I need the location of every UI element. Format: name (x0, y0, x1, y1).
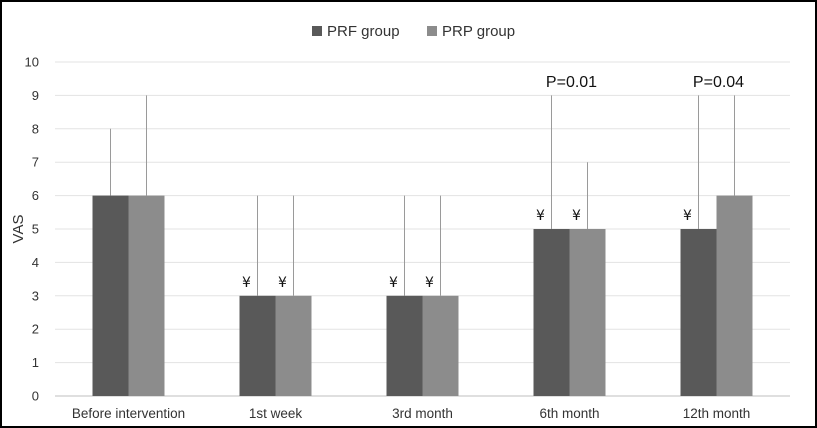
bar-prf (680, 229, 717, 396)
bar-prp (569, 229, 606, 396)
y-tick-label: 8 (32, 121, 39, 136)
bars (92, 195, 753, 396)
y-axis-label: VAS (10, 215, 27, 244)
legend-swatch-prp (427, 26, 437, 36)
legend-label: PRP group (442, 23, 515, 40)
p-value-annotation: P=0.04 (693, 74, 744, 91)
y-tick-label: 6 (32, 188, 39, 203)
p-value-annotation: P=0.01 (546, 74, 597, 91)
y-tick-label: 5 (32, 222, 39, 237)
bar-prf (92, 195, 129, 396)
significance-marker: ¥ (572, 208, 581, 224)
x-axis-categories: Before intervention 1st week 3rd month 6th … (72, 406, 750, 421)
legend: PRF group PRP group (312, 23, 515, 40)
x-category-label: 1st week (249, 406, 303, 421)
y-tick-label: 1 (32, 355, 39, 370)
y-tick-label: 9 (32, 88, 39, 103)
significance-marker: ¥ (683, 208, 692, 224)
bar-prf (239, 295, 276, 396)
error-bars (110, 95, 735, 296)
y-tick-label: 7 (32, 155, 39, 170)
bar-prp (128, 195, 165, 396)
legend-label: PRF group (327, 23, 400, 40)
y-axis-ticks: 0 1 2 3 4 5 6 7 8 9 10 (25, 55, 39, 404)
y-tick-label: 3 (32, 288, 39, 303)
bar-prp (422, 295, 459, 396)
bar-prf (386, 295, 423, 396)
y-tick-label: 2 (32, 322, 39, 337)
y-tick-label: 10 (25, 55, 39, 70)
significance-marker: ¥ (389, 275, 398, 291)
x-category-label: Before intervention (72, 406, 185, 421)
x-category-label: 6th month (539, 406, 599, 421)
significance-marker: ¥ (536, 208, 545, 224)
significance-marker: ¥ (242, 275, 251, 291)
bar-prp (275, 295, 312, 396)
x-category-label: 12th month (683, 406, 751, 421)
gridlines (55, 61, 790, 397)
significance-marker: ¥ (278, 275, 287, 291)
significance-marker: ¥ (425, 275, 434, 291)
significance-markers: ¥ ¥ ¥ ¥ ¥ ¥ ¥ (242, 208, 692, 291)
y-tick-label: 4 (32, 255, 39, 270)
legend-swatch-prf (312, 26, 322, 36)
y-tick-label: 0 (32, 389, 39, 404)
x-category-label: 3rd month (392, 406, 453, 421)
bar-prp (716, 195, 753, 396)
bar-prf (533, 229, 570, 396)
p-value-annotations: P=0.01 P=0.04 (546, 74, 744, 91)
